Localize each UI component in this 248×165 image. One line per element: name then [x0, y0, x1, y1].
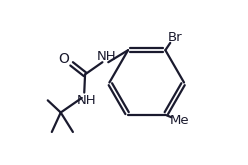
Text: NH: NH [77, 94, 96, 107]
Text: O: O [59, 52, 69, 66]
Text: Me: Me [169, 115, 189, 128]
Text: Br: Br [168, 31, 183, 44]
Text: NH: NH [96, 50, 116, 63]
